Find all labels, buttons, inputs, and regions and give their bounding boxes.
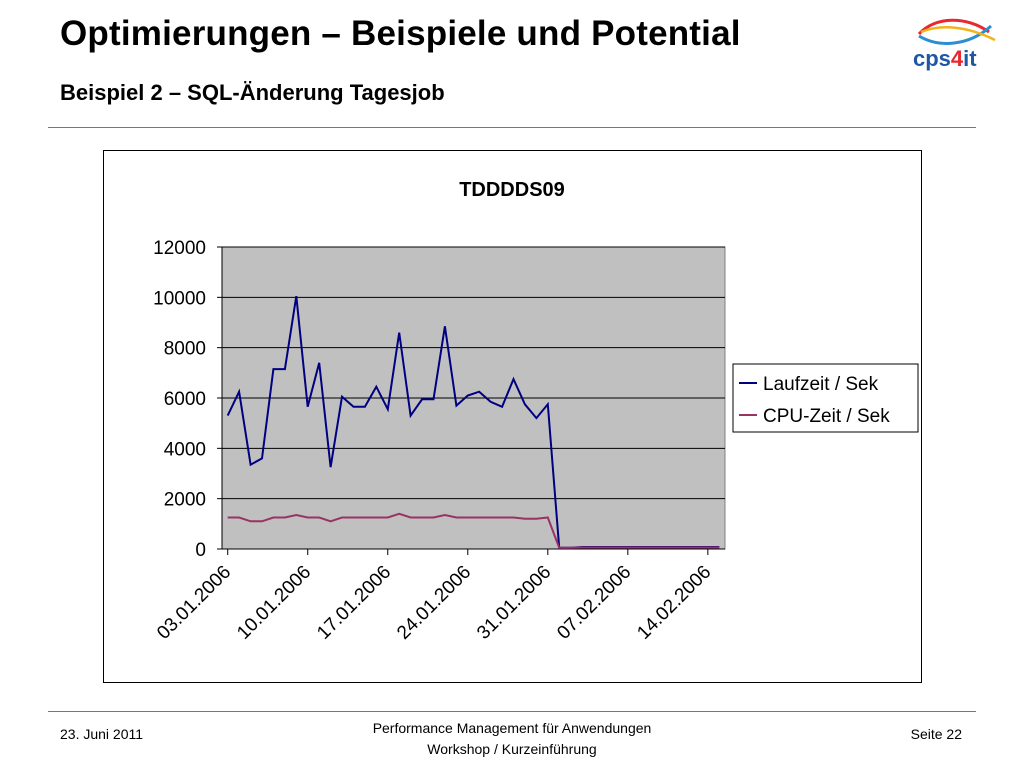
slide-title: Optimierungen – Beispiele und Potential	[60, 14, 741, 53]
series-line-cpu-zeit	[227, 512, 720, 549]
footer-line-2: Workshop / Kurzeinführung	[427, 741, 597, 757]
logo-text-cps: cps	[913, 46, 951, 71]
logo-swoosh-blue	[918, 24, 993, 45]
logo-swoosh-red	[917, 18, 990, 36]
y-tick-label: 2000	[164, 490, 206, 511]
legend-label: CPU-Zeit / Sek	[763, 406, 890, 427]
chart-frame: TDDDDS09 0 2000 4000 6000 8000 10000 12000 03.01…	[103, 150, 922, 683]
logo-text-it: it	[963, 46, 977, 71]
y-tick-label: 6000	[164, 389, 206, 410]
x-tick-label: 10.01.2006	[233, 562, 315, 644]
y-tick-label: 0	[195, 540, 206, 561]
logo-swoosh-yellow	[920, 26, 996, 42]
slide-subtitle: Beispiel 2 – SQL-Änderung Tagesjob	[60, 80, 445, 105]
footer-line-1: Performance Management für Anwendungen	[372, 720, 652, 736]
footer-date: 23. Juni 2011	[60, 726, 144, 742]
legend-label: Laufzeit / Sek	[763, 374, 879, 395]
svg-text:cps4it: cps4it	[913, 46, 977, 71]
cps4it-logo: cps4it	[913, 18, 996, 71]
x-tick-label: 24.01.2006	[393, 562, 475, 644]
x-tick-label: 03.01.2006	[153, 562, 235, 644]
y-tick-label: 10000	[153, 288, 206, 309]
x-tick-label: 14.02.2006	[633, 562, 715, 644]
y-tick-label: 8000	[164, 339, 206, 360]
page-number: Seite 22	[910, 726, 962, 742]
y-tick-label: 12000	[153, 238, 206, 259]
x-tick-label: 07.02.2006	[553, 562, 635, 644]
y-tick-label: 4000	[164, 439, 206, 460]
chart-title: TDDDDS09	[459, 179, 565, 201]
footer-center: Performance Management für Anwendungen W…	[300, 718, 724, 760]
legend	[732, 363, 919, 433]
x-tick-label: 17.01.2006	[313, 562, 395, 644]
header-divider	[48, 127, 976, 128]
footer-divider	[48, 711, 976, 712]
line-chart: TDDDDS09 0 2000 4000 6000 8000 10000 12000 03.01…	[153, 179, 919, 644]
logo-text-4: 4	[951, 46, 964, 71]
x-tick-label: 31.01.2006	[473, 562, 555, 644]
